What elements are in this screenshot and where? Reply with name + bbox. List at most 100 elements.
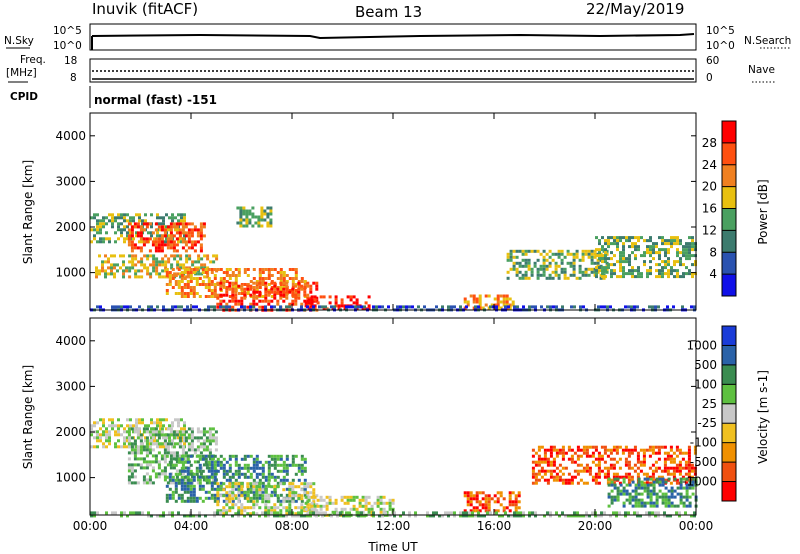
heatmap-cell [202, 463, 206, 467]
heatmap-cell [228, 277, 232, 280]
heatmap-cell [639, 469, 643, 473]
heatmap-cell [104, 275, 107, 279]
heatmap-cell [502, 294, 506, 298]
heatmap-cell [202, 222, 206, 226]
heatmap-cell [142, 427, 146, 431]
heatmap-cell [288, 491, 292, 495]
heatmap-cell [560, 252, 564, 256]
heatmap-cell [199, 472, 203, 476]
heatmap-cell [180, 493, 184, 497]
heatmap-cell [549, 463, 553, 467]
heatmap-cell [273, 488, 277, 492]
heatmap-cell [303, 487, 307, 491]
heatmap-cell [255, 493, 259, 497]
heatmap-cell [140, 275, 144, 279]
heatmap-cell [189, 487, 193, 491]
heatmap-cell [260, 215, 264, 219]
heatmap-cell [168, 439, 171, 443]
heatmap-cell [165, 484, 169, 488]
heatmap-cell [136, 225, 140, 229]
heatmap-cell [499, 294, 503, 298]
heatmap-cell [633, 469, 637, 473]
heatmap-cell [234, 274, 238, 277]
colorbar-tick-label: 20 [702, 180, 717, 194]
heatmap-cell [192, 487, 196, 491]
heatmap-cell [133, 442, 137, 446]
heatmap-cell [273, 514, 276, 518]
heatmap-cell [211, 478, 215, 482]
heatmap-cell [288, 305, 291, 309]
heatmap-cell [511, 500, 515, 504]
velocity-colorbar-label: Velocity [m s-1] [756, 370, 770, 464]
heatmap-cell [163, 228, 167, 232]
heatmap-cell [664, 480, 668, 484]
heatmap-cell [255, 472, 259, 476]
heatmap-cell [166, 225, 170, 229]
heatmap-cell [663, 445, 667, 449]
heatmap-cell [679, 257, 682, 261]
heatmap-cell [276, 485, 280, 489]
heatmap-cell [357, 305, 360, 309]
heatmap-cell [303, 514, 306, 518]
heatmap-cell [175, 231, 179, 235]
heatmap-cell [269, 218, 273, 222]
heatmap-cell [579, 478, 583, 482]
heatmap-cell [270, 509, 274, 513]
colorbar-swatch [722, 326, 736, 346]
heatmap-cell [151, 466, 155, 470]
heatmap-cell [306, 296, 310, 300]
heatmap-cell [231, 481, 235, 485]
heatmap-cell [570, 481, 574, 485]
heatmap-cell [114, 424, 117, 428]
heatmap-cell [658, 489, 662, 493]
heatmap-cell [669, 514, 672, 518]
heatmap-cell [187, 234, 191, 238]
heatmap-cell [165, 271, 169, 274]
heatmap-cell [679, 260, 682, 264]
heatmap-cell [225, 511, 228, 515]
heatmap-cell [282, 274, 286, 277]
heatmap-cell [594, 481, 598, 485]
heatmap-cell [354, 305, 357, 309]
heatmap-cell [129, 424, 132, 428]
heatmap-cell [319, 495, 323, 499]
heatmap-cell [466, 303, 470, 307]
heatmap-cell [388, 498, 392, 502]
x-tick-label: 16:00 [477, 519, 512, 533]
heatmap-cell [139, 445, 143, 449]
heatmap-cell [309, 290, 313, 294]
heatmap-cell [196, 231, 200, 235]
heatmap-cell [93, 216, 96, 220]
heatmap-cell [189, 493, 193, 497]
heatmap-cell [297, 466, 301, 470]
heatmap-cell [548, 276, 552, 280]
heatmap-cell [563, 267, 567, 271]
heatmap-cell [676, 236, 679, 240]
heatmap-cell [234, 280, 238, 283]
heatmap-cell [122, 260, 125, 264]
heatmap-cell [239, 221, 243, 225]
heatmap-cell [487, 497, 491, 501]
heatmap-cell [190, 228, 194, 232]
heatmap-cell [463, 491, 467, 495]
heatmap-cell [631, 251, 634, 255]
heatmap-cell [576, 469, 580, 473]
heatmap-cell [174, 305, 177, 309]
heatmap-cell [627, 448, 631, 452]
heatmap-cell [315, 503, 319, 507]
heatmap-cell [263, 209, 267, 213]
heatmap-cell [685, 251, 688, 255]
heatmap-cell [673, 504, 677, 508]
heatmap-cell [654, 460, 658, 464]
heatmap-cell [99, 237, 102, 241]
heatmap-cell [340, 495, 344, 499]
heatmap-cell [601, 236, 604, 240]
heatmap-cell [139, 246, 143, 250]
heatmap-cell [169, 225, 173, 229]
heatmap-cell [346, 295, 350, 299]
heatmap-cell [582, 448, 586, 452]
heatmap-cell [174, 274, 178, 277]
heatmap-cell [264, 509, 268, 513]
heatmap-cell [291, 496, 295, 500]
heatmap-cell [160, 249, 164, 253]
